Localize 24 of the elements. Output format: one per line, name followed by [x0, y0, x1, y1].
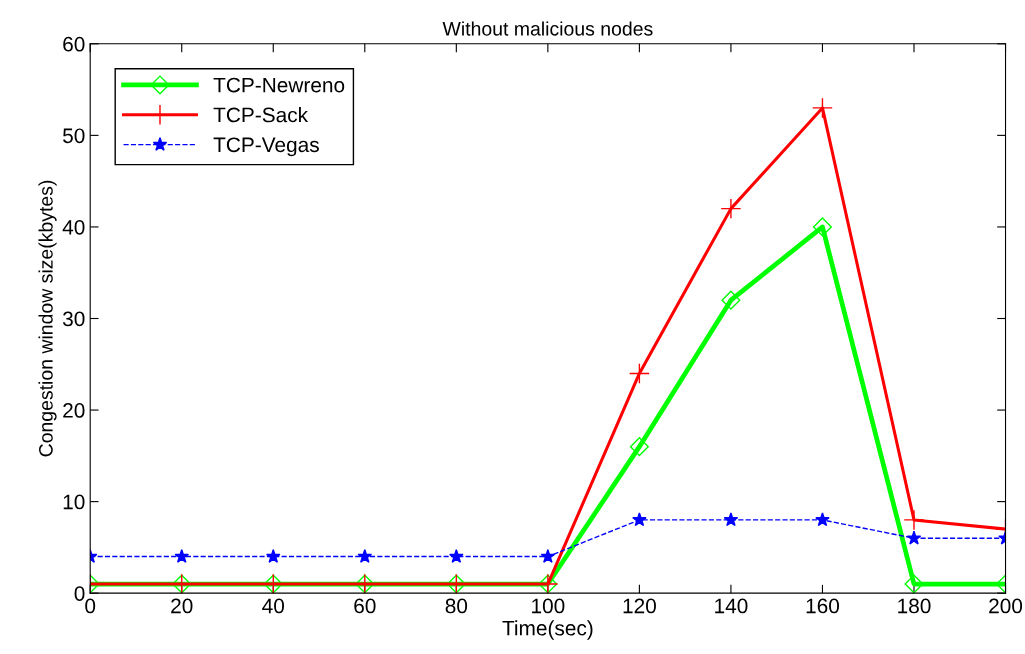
x-tick-label: 0	[85, 598, 96, 614]
x-tick-label: 80	[445, 598, 468, 614]
x-tick-label: 200	[989, 598, 1023, 614]
y-tick-label: 50	[63, 128, 85, 144]
x-tick-label: 120	[623, 598, 656, 614]
x-tick-label: 20	[171, 598, 193, 614]
y-tick-label: 20	[63, 403, 85, 418]
y-axis-title: Congestion window size(kbytes)	[38, 180, 57, 457]
y-tick-label: 40	[62, 219, 85, 235]
legend-label: TCP-Sack	[213, 106, 309, 123]
y-tick-label: 10	[63, 494, 85, 510]
x-tick-label: 40	[262, 598, 285, 614]
legend-label: TCP-Vegas	[213, 137, 319, 157]
x-tick-label: 140	[715, 598, 748, 614]
x-axis-title: Time(sec)	[502, 620, 593, 640]
y-tick-label: 60	[63, 36, 85, 52]
x-tick-label: 60	[354, 598, 376, 614]
x-tick-label: 180	[898, 598, 931, 614]
chart-title: Without malicious nodes	[442, 21, 653, 36]
legend-label: TCP-Newreno	[213, 77, 345, 93]
y-tick-label: 30	[62, 311, 85, 327]
x-tick-label: 100	[532, 598, 565, 614]
x-tick-label: 160	[806, 598, 840, 614]
y-tick-label: 0	[74, 586, 85, 601]
